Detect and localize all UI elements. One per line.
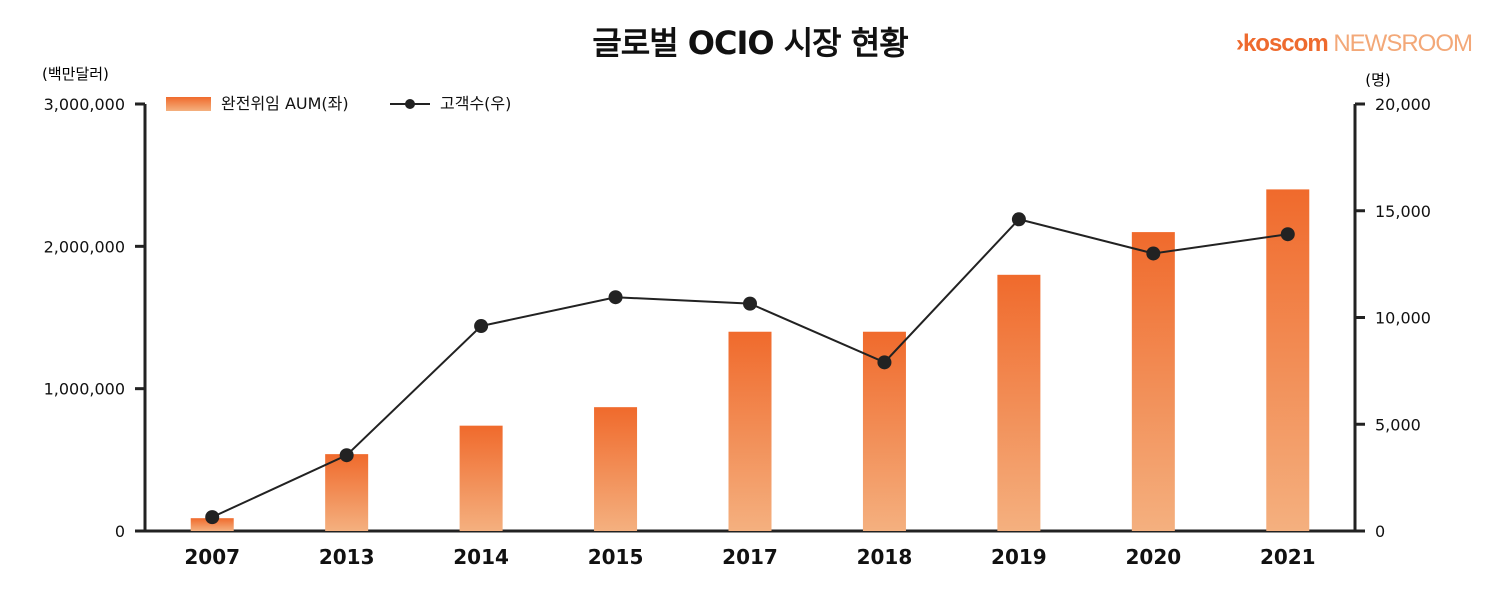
- x-axis-tick-label: 2018: [857, 545, 913, 569]
- x-axis-tick-label: 2014: [453, 545, 509, 569]
- line-point-2014: [474, 319, 489, 334]
- line-point-2015: [608, 290, 623, 305]
- line-point-2020: [1146, 246, 1161, 261]
- bar-2014: [459, 425, 503, 531]
- line-point-2021: [1280, 227, 1295, 242]
- legend-line-label: 고객수(우): [440, 94, 511, 113]
- line-point-2013: [339, 448, 354, 463]
- left-axis-tick-label: 3,000,000: [44, 95, 125, 114]
- legend-bar-label: 완전위임 AUM(좌): [221, 94, 349, 113]
- left-axis-tick-label: 0: [115, 522, 125, 541]
- left-axis-tick-label: 1,000,000: [44, 380, 125, 399]
- right-axis-tick-label: 20,000: [1375, 95, 1431, 114]
- x-axis-tick-label: 2015: [588, 545, 644, 569]
- legend-bar-swatch: [166, 97, 211, 111]
- x-axis-tick-label: 2021: [1260, 545, 1316, 569]
- bar-2021: [1266, 189, 1310, 531]
- x-axis-tick-label: 2020: [1125, 545, 1181, 569]
- line-point-2018: [877, 355, 892, 370]
- x-axis-tick-label: 2017: [722, 545, 778, 569]
- brand-suffix: NEWSROOM: [1333, 30, 1473, 57]
- line-series: [205, 212, 1295, 525]
- right-axis-unit: (명): [1365, 71, 1391, 89]
- x-axis-labels: 2007 2013 2014 2015 2017 2018 2019 2020 2021: [184, 545, 1315, 569]
- line-point-2007: [205, 510, 220, 525]
- bar-2007: [190, 518, 234, 531]
- left-axis-unit: (백만달러): [42, 65, 109, 83]
- bar-2013: [325, 454, 369, 531]
- x-axis-tick-label: 2013: [319, 545, 375, 569]
- x-axis-tick-label: 2007: [184, 545, 240, 569]
- bars: [190, 189, 1310, 531]
- line-point-2019: [1011, 212, 1026, 227]
- x-axis-tick-label: 2019: [991, 545, 1047, 569]
- brand-name: koscom: [1242, 30, 1329, 57]
- right-axis-tick-label: 10,000: [1375, 309, 1431, 328]
- legend-line-marker: [405, 99, 415, 109]
- bar-2015: [594, 407, 638, 531]
- brand-logo: ›koscom NEWSROOM: [1235, 30, 1473, 58]
- legend: 완전위임 AUM(좌) 고객수(우): [166, 94, 511, 113]
- right-axis-tick-label: 0: [1375, 522, 1385, 541]
- right-axis-tick-label: 5,000: [1375, 415, 1421, 434]
- line-point-2017: [743, 296, 757, 311]
- bar-2020: [1131, 232, 1175, 531]
- left-axis-tick-label: 2,000,000: [44, 237, 125, 256]
- chart-title: 글로벌 OCIO 시장 현황: [592, 24, 908, 62]
- bar-2017: [728, 331, 772, 531]
- brand-arrow-icon: ›: [1235, 30, 1244, 57]
- right-axis-tick-label: 15,000: [1375, 202, 1431, 221]
- bar-2019: [997, 274, 1041, 531]
